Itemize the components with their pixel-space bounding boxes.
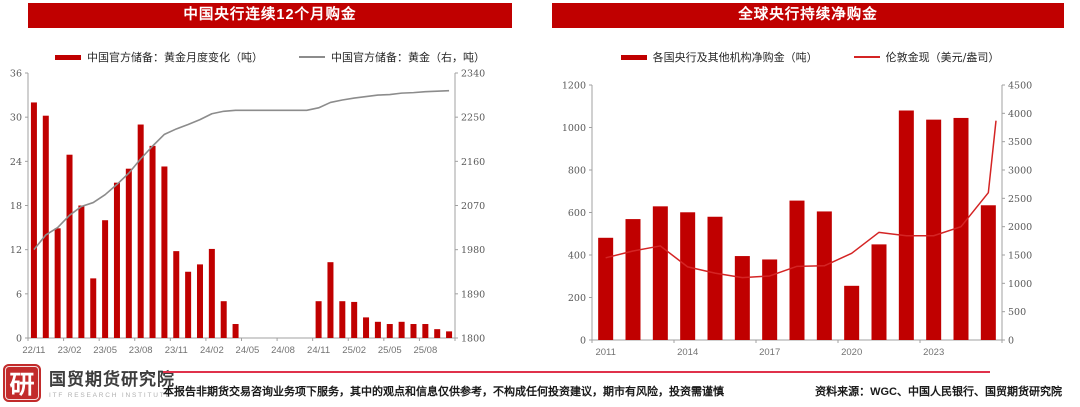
company-name: 国贸期货研究院	[49, 370, 175, 389]
svg-text:25/02: 25/02	[342, 345, 366, 356]
svg-text:24/11: 24/11	[307, 345, 330, 356]
svg-text:22/11: 22/11	[22, 345, 45, 356]
svg-text:200: 200	[568, 293, 586, 304]
line-swatch-icon	[299, 56, 325, 58]
svg-text:800: 800	[568, 166, 586, 177]
svg-text:2000: 2000	[1008, 222, 1032, 233]
svg-text:2011: 2011	[595, 347, 615, 358]
svg-text:25/05: 25/05	[378, 345, 402, 356]
svg-text:3500: 3500	[1008, 137, 1032, 148]
svg-text:23/02: 23/02	[58, 345, 82, 356]
svg-text:1200: 1200	[562, 81, 586, 92]
svg-text:2500: 2500	[1008, 194, 1032, 205]
svg-text:2070: 2070	[461, 201, 485, 212]
svg-text:30: 30	[10, 113, 22, 124]
svg-text:0: 0	[1008, 336, 1014, 347]
svg-text:24: 24	[10, 157, 22, 168]
china-gold-purchases-chart: 0 6 12 18 24 30 36 1800 1890 1980 2070 2160 2250 2340…	[10, 69, 485, 357]
right-chart-legend: 各国央行及其他机构净购金（吨） 伦敦金现（美元/盎司）	[540, 49, 1080, 65]
legend-item-line-series: 伦敦金现（美元/盎司）	[853, 49, 1000, 65]
data-source-text: 资料来源：WGC、中国人民银行、国贸期货研究院	[815, 386, 1062, 398]
line-swatch-icon	[853, 56, 880, 58]
svg-text:1980: 1980	[461, 245, 485, 256]
svg-text:3000: 3000	[1008, 166, 1032, 177]
svg-text:0: 0	[580, 336, 586, 347]
svg-text:24/08: 24/08	[271, 345, 295, 356]
svg-text:2014: 2014	[677, 347, 698, 358]
legend-label: 中国官方储备：黄金（右，吨）	[331, 51, 485, 64]
disclaimer-text: 本报告非期货交易咨询业务项下服务，其中的观点和信息仅供参考，不构成任何投资建议，…	[163, 386, 724, 398]
svg-text:2160: 2160	[461, 157, 485, 168]
left-chart-legend: 中国官方储备：黄金月度变化（吨） 中国官方储备：黄金（右，吨）	[0, 49, 540, 65]
legend-label: 各国央行及其他机构净购金（吨）	[652, 51, 818, 64]
svg-text:500: 500	[1008, 307, 1026, 318]
svg-text:12: 12	[10, 245, 22, 256]
report-footer: 研 国贸期货研究院 ITF RESEARCH INSTITUTE 本报告非期货交…	[0, 362, 1080, 407]
svg-text:1500: 1500	[1008, 251, 1032, 262]
svg-text:2250: 2250	[461, 113, 485, 124]
svg-text:400: 400	[568, 251, 586, 262]
global-central-bank-gold-chart: 0 200 400 600 800 1000 1200 0 500 1000 1500 2000 250…	[562, 81, 1032, 359]
svg-text:0: 0	[16, 334, 22, 345]
legend-label: 中国官方储备：黄金月度变化（吨）	[87, 51, 263, 64]
svg-text:2340: 2340	[461, 69, 485, 80]
svg-text:24/02: 24/02	[200, 345, 224, 356]
svg-text:23/08: 23/08	[129, 345, 153, 356]
svg-text:2023: 2023	[923, 347, 944, 358]
svg-text:24/05: 24/05	[236, 345, 260, 356]
svg-text:1800: 1800	[461, 334, 485, 345]
company-name-english: ITF RESEARCH INSTITUTE	[49, 392, 172, 399]
svg-text:2020: 2020	[841, 347, 862, 358]
legend-label: 伦敦金现（美元/盎司）	[885, 51, 1000, 64]
svg-text:23/05: 23/05	[93, 345, 117, 356]
svg-text:1890: 1890	[461, 289, 485, 300]
svg-text:4000: 4000	[1008, 109, 1032, 120]
svg-text:1000: 1000	[562, 123, 586, 134]
svg-text:6: 6	[16, 289, 22, 300]
right-chart-title-banner: 全球央行持续净购金	[552, 3, 1064, 28]
legend-item-bar-series: 中国官方储备：黄金月度变化（吨）	[55, 49, 263, 65]
bar-swatch-icon	[55, 54, 81, 60]
legend-item-line-series: 中国官方储备：黄金（右，吨）	[299, 49, 485, 65]
svg-text:1000: 1000	[1008, 279, 1032, 290]
svg-text:2017: 2017	[759, 347, 780, 358]
svg-text:25/08: 25/08	[413, 345, 437, 356]
legend-item-bar-series: 各国央行及其他机构净购金（吨）	[620, 49, 818, 65]
svg-text:600: 600	[568, 208, 586, 219]
svg-text:18: 18	[10, 201, 22, 212]
svg-text:4500: 4500	[1008, 81, 1032, 92]
footer-divider-line	[163, 371, 990, 373]
svg-text:36: 36	[10, 69, 22, 80]
left-chart-title-banner: 中国央行连续12个月购金	[28, 3, 512, 28]
svg-text:23/11: 23/11	[165, 345, 188, 356]
company-seal-logo-icon: 研	[3, 364, 41, 402]
company-block: 国贸期货研究院 ITF RESEARCH INSTITUTE	[49, 365, 175, 399]
bar-swatch-icon	[620, 54, 647, 60]
